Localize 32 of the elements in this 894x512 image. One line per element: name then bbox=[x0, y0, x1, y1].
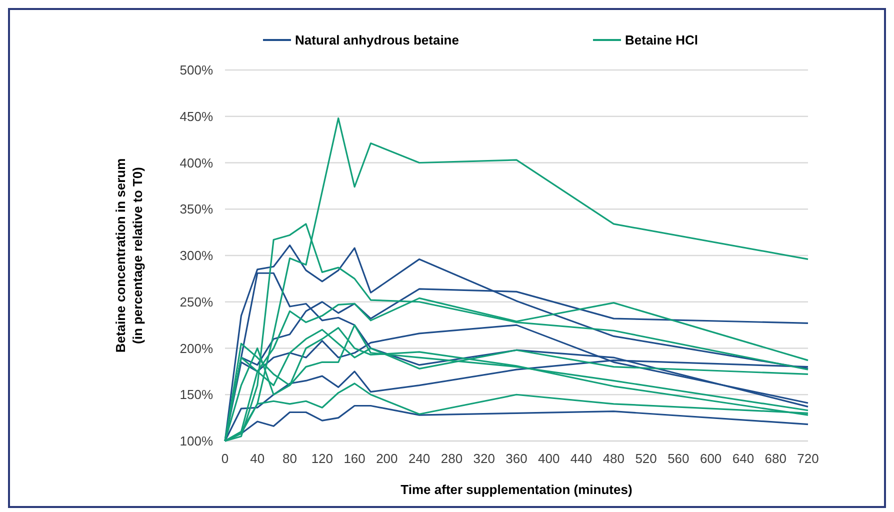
x-tick-label: 120 bbox=[311, 451, 334, 466]
x-tick-label: 200 bbox=[376, 451, 398, 466]
y-tick-label: 300% bbox=[180, 248, 214, 264]
y-tick-label: 350% bbox=[180, 202, 214, 217]
x-tick-label: 360 bbox=[506, 451, 528, 466]
y-tick-label: 150% bbox=[180, 387, 214, 402]
x-tick-label: 560 bbox=[668, 451, 690, 466]
x-tick-label: 400 bbox=[538, 451, 560, 466]
x-tick-label: 520 bbox=[635, 451, 657, 466]
y-tick-label: 250% bbox=[180, 294, 214, 310]
y-tick-label: 450% bbox=[180, 108, 214, 124]
x-axis-title: Time after supplementation (minutes) bbox=[400, 482, 632, 497]
x-tick-label: 280 bbox=[440, 451, 463, 466]
legend-label: Betaine HCl bbox=[625, 32, 698, 48]
x-tick-label: 160 bbox=[344, 451, 366, 466]
x-tick-label: 680 bbox=[764, 451, 786, 466]
x-tick-label: 720 bbox=[797, 451, 819, 466]
y-tick-label: 200% bbox=[180, 340, 214, 356]
x-tick-label: 640 bbox=[732, 451, 754, 466]
x-tick-label: 0 bbox=[221, 451, 229, 466]
x-tick-label: 440 bbox=[570, 451, 592, 466]
x-tick-label: 80 bbox=[282, 451, 298, 466]
x-tick-label: 480 bbox=[602, 451, 625, 466]
y-tick-label: 100% bbox=[180, 434, 214, 449]
y-tick-label: 500% bbox=[180, 62, 214, 78]
x-tick-label: 320 bbox=[473, 451, 495, 466]
y-tick-label: 400% bbox=[180, 155, 214, 170]
x-tick-label: 240 bbox=[408, 451, 430, 466]
x-tick-label: 600 bbox=[700, 451, 722, 466]
x-tick-label: 40 bbox=[250, 451, 265, 466]
y-axis-title: Betaine concentration in serum (in percentage relative to T0) bbox=[113, 158, 145, 353]
legend-label: Natural anhydrous betaine bbox=[295, 32, 459, 48]
